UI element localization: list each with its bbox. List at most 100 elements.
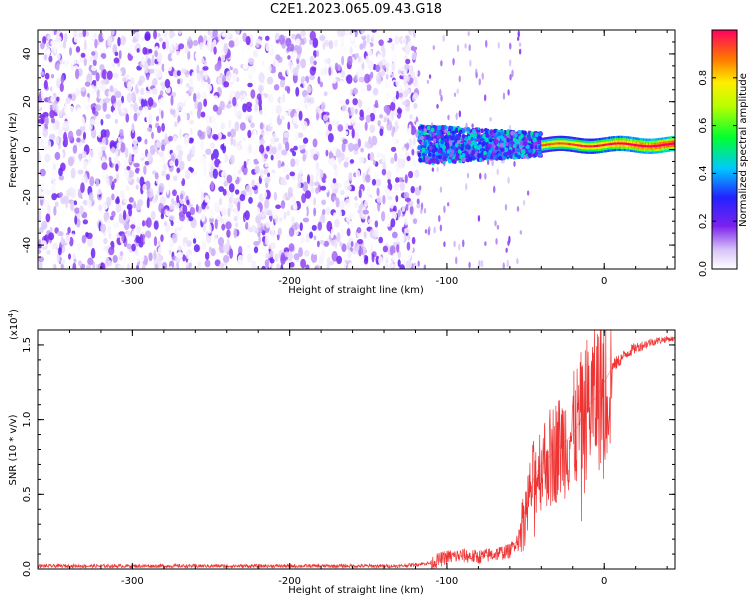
spectral-cell — [230, 60, 236, 68]
spectral-cell — [195, 135, 200, 145]
spectral-cell — [186, 153, 192, 162]
spectral-cell — [64, 234, 71, 244]
spectral-cell — [190, 167, 194, 174]
spectral-cell — [292, 238, 296, 244]
spectral-cell — [521, 149, 526, 155]
spectral-cell — [304, 190, 312, 199]
spectral-cell — [290, 43, 295, 52]
spectral-cell — [212, 168, 219, 179]
spectral-cell — [133, 154, 140, 165]
spectral-cell — [388, 68, 393, 76]
spectral-cell — [458, 243, 461, 251]
spectral-cell — [374, 171, 379, 181]
spectral-cell — [398, 85, 402, 93]
spectral-cell — [165, 173, 170, 181]
spectral-cell — [221, 134, 227, 140]
spectral-cell — [335, 197, 340, 208]
spectral-cell — [359, 95, 365, 101]
spectral-cell — [95, 72, 100, 82]
spectral-cell — [310, 187, 315, 193]
spectral-cell — [290, 209, 297, 218]
spectral-cell — [76, 107, 81, 118]
spectral-cell — [188, 261, 192, 269]
spectral-cell — [74, 207, 80, 214]
spectral-cell — [189, 86, 194, 93]
spectral-cell — [412, 136, 416, 146]
spectral-cell — [281, 105, 288, 113]
spectral-cell — [53, 41, 59, 47]
spectral-cell — [191, 71, 196, 81]
spectral-cell — [114, 118, 118, 124]
spectral-cell — [352, 143, 360, 151]
spectral-cell — [351, 185, 356, 192]
spectral-cell — [330, 181, 337, 190]
spectral-cell — [80, 52, 86, 58]
spectral-cell — [300, 58, 307, 69]
spectral-cell — [268, 159, 275, 170]
spectral-cell — [38, 104, 42, 110]
spectral-cell — [38, 210, 42, 222]
spectral-cell — [452, 134, 456, 140]
spectral-cell — [353, 42, 357, 49]
spectral-cell — [273, 77, 280, 84]
spectral-cell — [120, 35, 126, 46]
spectral-cell — [518, 135, 522, 141]
spectral-cell — [326, 57, 331, 65]
spectral-cell — [297, 172, 302, 183]
spectral-cell — [247, 82, 253, 88]
spectral-cell — [69, 47, 72, 56]
spectral-cell — [526, 144, 530, 150]
spectral-cell — [336, 232, 341, 243]
spectral-cell — [146, 58, 152, 67]
spectral-cell — [340, 229, 345, 238]
spectral-cell — [62, 40, 67, 49]
spectral-cell — [176, 194, 180, 204]
spectral-cell — [424, 156, 429, 161]
spectral-cell — [140, 98, 145, 108]
spectral-cell — [326, 169, 332, 176]
spectral-cell — [483, 150, 487, 156]
spectral-cell — [309, 30, 316, 41]
spectral-cell — [352, 98, 358, 106]
spectral-cell — [47, 205, 51, 215]
spectral-cell — [246, 253, 253, 263]
spectral-cell — [275, 104, 282, 115]
spectral-cell — [447, 114, 450, 121]
spectral-cell — [172, 189, 177, 197]
spectral-cell — [210, 142, 215, 149]
spectral-cell — [518, 48, 522, 55]
spectral-cell — [331, 120, 337, 126]
spectral-cell — [299, 215, 304, 224]
spectral-cell — [380, 70, 385, 77]
spectral-cell — [389, 199, 395, 209]
spectral-cell — [228, 40, 235, 48]
spectral-cell — [157, 84, 161, 92]
spectral-cell — [179, 193, 184, 200]
spectral-cell — [115, 173, 120, 181]
spectral-cell — [325, 149, 329, 157]
spectral-cell — [393, 183, 400, 191]
spectral-cell — [418, 185, 422, 191]
spectral-cell — [199, 155, 206, 166]
spectral-cell — [305, 264, 310, 269]
spectral-cell — [264, 176, 271, 184]
spectral-cell — [135, 83, 139, 93]
spectral-cell — [108, 232, 112, 240]
spectral-cell — [233, 227, 238, 239]
spectral-cell — [493, 185, 496, 194]
spectral-cell — [368, 136, 372, 145]
spectral-cell — [288, 243, 295, 252]
spectral-cell — [76, 137, 81, 143]
spectral-cell — [325, 177, 332, 184]
spectral-cell — [296, 63, 300, 70]
spectral-cell — [171, 53, 176, 60]
spectral-cell — [263, 99, 267, 104]
spectral-cell — [352, 87, 359, 95]
spectral-cell — [500, 147, 505, 153]
spectral-cell — [391, 231, 398, 239]
spectral-cell — [317, 76, 321, 85]
spectral-cell — [358, 76, 365, 83]
spectral-cell — [384, 61, 390, 69]
spectral-cell — [86, 246, 91, 255]
spectral-cell — [144, 31, 151, 41]
